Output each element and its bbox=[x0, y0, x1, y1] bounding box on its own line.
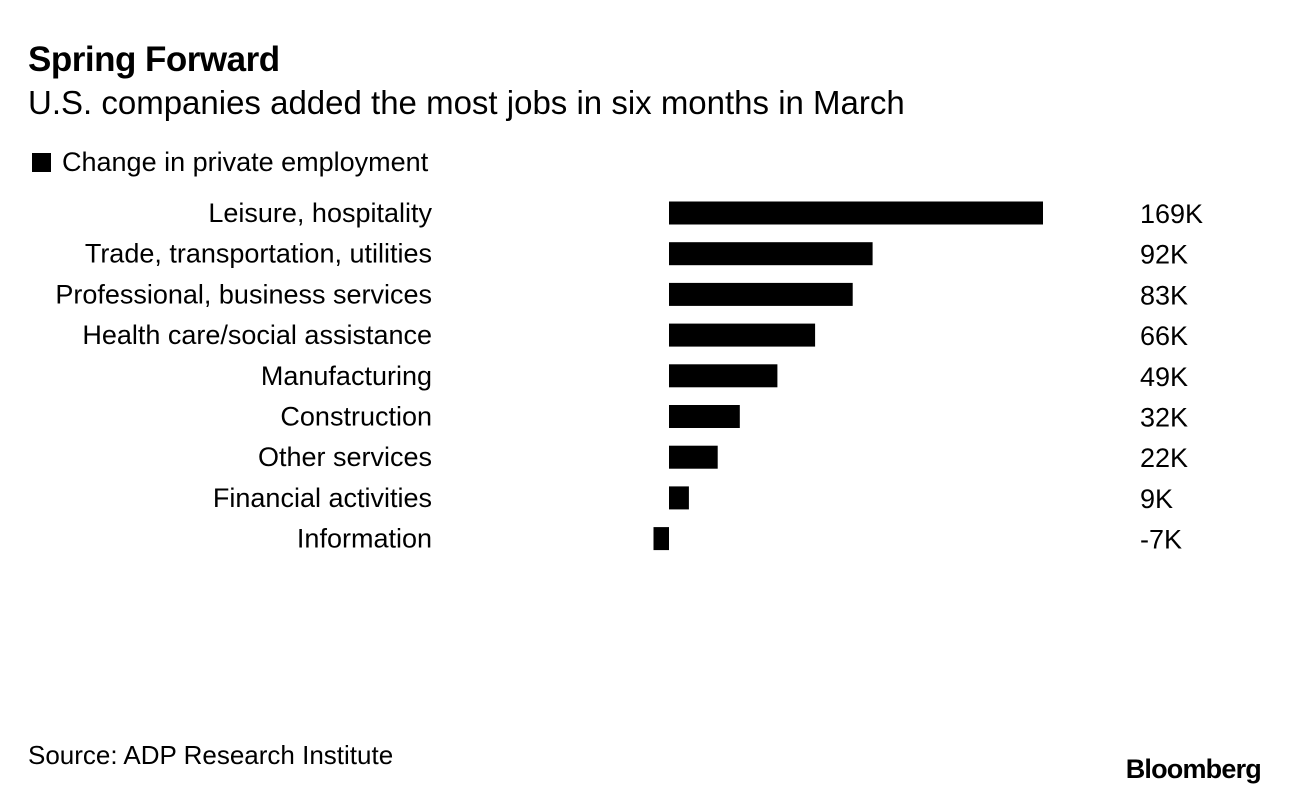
category-label: Leisure, hospitality bbox=[208, 198, 432, 228]
chart-subtitle: U.S. companies added the most jobs in si… bbox=[28, 84, 905, 121]
category-label: Construction bbox=[280, 402, 432, 432]
bar bbox=[669, 323, 816, 347]
bar bbox=[669, 242, 873, 266]
chart-title: Spring Forward bbox=[28, 40, 280, 79]
bar bbox=[669, 364, 778, 388]
chart-legend: Change in private employment bbox=[32, 146, 428, 178]
bloomberg-logo: Bloomberg bbox=[1125, 754, 1262, 784]
value-label: 32K bbox=[1140, 403, 1188, 433]
value-label: 9K bbox=[1140, 484, 1173, 514]
category-label: Manufacturing bbox=[261, 361, 432, 391]
category-label: Professional, business services bbox=[55, 279, 432, 309]
category-label: Trade, transportation, utilities bbox=[85, 239, 432, 269]
category-label: Health care/social assistance bbox=[82, 320, 432, 350]
source-note: Source: ADP Research Institute bbox=[28, 740, 394, 770]
bar bbox=[669, 201, 1043, 225]
value-label: 22K bbox=[1140, 443, 1188, 473]
legend-label: Change in private employment bbox=[62, 146, 429, 177]
category-label: Other services bbox=[258, 442, 432, 472]
bar bbox=[669, 486, 689, 510]
value-label: 92K bbox=[1140, 240, 1188, 270]
category-label: Information bbox=[297, 524, 432, 554]
bar bbox=[669, 282, 853, 306]
bar bbox=[669, 445, 718, 469]
bar bbox=[653, 527, 669, 551]
bar bbox=[669, 405, 740, 428]
value-label: 49K bbox=[1140, 362, 1188, 392]
value-label: -7K bbox=[1140, 525, 1182, 555]
value-label: 83K bbox=[1140, 280, 1188, 310]
category-label: Financial activities bbox=[213, 483, 432, 513]
value-label: 169K bbox=[1140, 199, 1203, 229]
value-label: 66K bbox=[1140, 321, 1188, 351]
legend-swatch bbox=[32, 152, 51, 172]
